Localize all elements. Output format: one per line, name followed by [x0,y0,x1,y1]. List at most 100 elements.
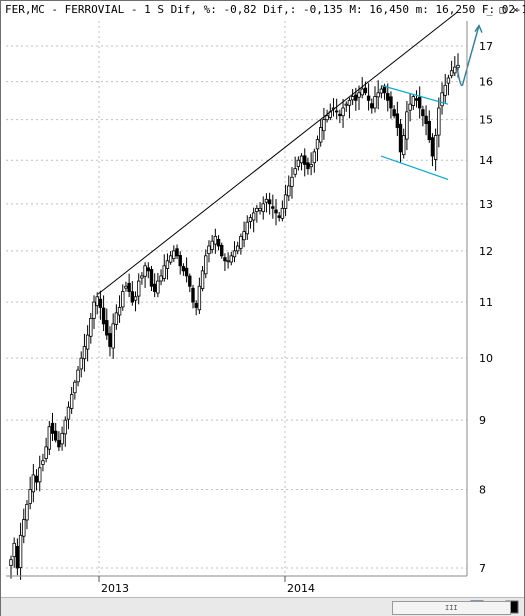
candle-body [108,333,112,347]
candle-body [296,159,301,167]
candle [117,295,122,323]
candle [124,281,128,292]
y-tick-label: 14 [479,154,493,167]
candle-body [245,221,249,235]
candle [379,85,384,99]
title-bar[interactable]: FER,MC - FERROVIAL - 1 S Dif, %: -0,82 D… [1,1,525,19]
y-tick-label: 9 [479,414,486,427]
candle-body [299,155,304,164]
candle [152,273,157,298]
candle-body [101,307,106,325]
candle [315,135,320,162]
y-tick-label: 8 [479,483,486,496]
y-tick-label: 15 [479,114,493,127]
candle-body [264,198,269,203]
candle-body [354,94,358,101]
candle [232,241,237,263]
y-tick-label: 13 [479,198,493,211]
candle [38,455,42,492]
horizontal-scrollbar[interactable]: III [392,601,511,615]
candle-body [287,185,291,197]
candle-body [63,419,67,435]
candle-body [140,275,144,279]
candle-body [85,334,90,350]
candle-body [117,307,122,316]
candle [430,133,435,167]
candle-body [280,207,285,219]
candle [242,221,246,248]
candle [248,214,253,229]
candle [264,193,269,213]
candle [239,233,243,255]
price-chart[interactable]: 7 8 9 10 11 12 13 14 15 16 17 2013 2014 [1,1,524,597]
candle [76,365,80,387]
candle-body [283,194,288,209]
candle [414,90,419,108]
candle [449,60,454,79]
candle [370,98,374,114]
candle-body [220,244,224,257]
maximize-icon[interactable]: □ [499,5,506,16]
candle [296,156,301,171]
candle [334,98,339,120]
candle-body [338,113,342,117]
candle [28,476,32,510]
candle [344,101,348,112]
candle-body [261,203,265,212]
candle [168,251,173,265]
candle [331,98,336,117]
candle-body [408,103,412,111]
candle-body [309,164,313,168]
candle [267,192,272,215]
candle [229,251,234,266]
candle-body [389,96,393,109]
grid [6,21,467,576]
candle [162,254,166,282]
minimize-icon[interactable]: _ [486,5,493,16]
candle [402,128,406,159]
candle-body [98,298,103,308]
candle [31,464,36,503]
candle [223,253,227,272]
candle [197,277,202,314]
candle [12,537,16,568]
candle-body [200,270,205,290]
candle [44,437,48,463]
scroll-thumb[interactable]: III [445,604,458,612]
candle [251,207,256,233]
candle-body [347,99,352,106]
candle [427,110,431,143]
candle-body [181,266,186,272]
candle [159,269,163,286]
candle [156,272,160,298]
close-icon[interactable]: × [512,5,519,16]
candle [386,83,390,112]
candle-body [437,107,441,136]
y-tick-label: 11 [479,296,493,309]
candle-body [34,475,39,483]
candle [111,313,115,359]
candle-body [344,103,348,106]
candle-body [229,255,234,263]
candle-body [370,103,374,109]
candle-body [421,109,425,117]
candle [366,83,371,111]
candle [50,412,55,442]
candle-body [417,96,422,109]
candle [376,80,380,110]
candle [47,420,52,456]
candle [277,211,281,222]
candle [226,252,230,269]
candle [146,262,150,279]
candle [57,431,61,451]
candle-body [47,426,52,450]
candle [181,263,186,276]
candle [130,281,135,306]
candle-body [73,381,77,394]
candle-body [172,250,176,259]
candle [137,273,141,305]
candle [188,273,192,293]
candle [92,295,96,329]
candle [347,97,352,119]
candle [175,244,179,260]
